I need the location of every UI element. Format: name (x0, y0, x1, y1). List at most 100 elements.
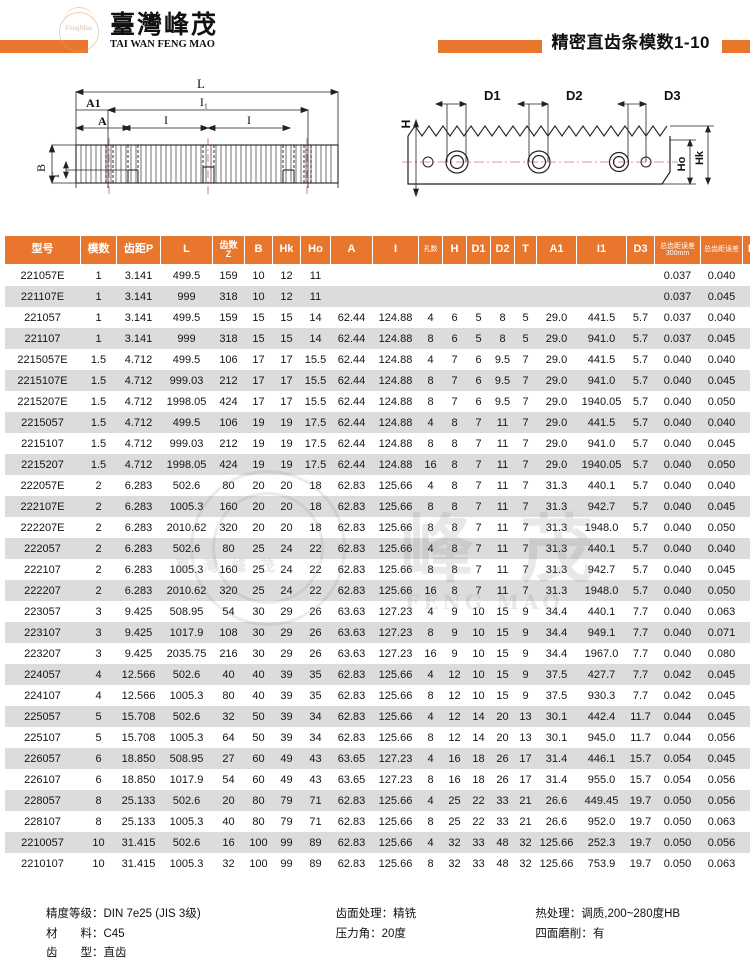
cell-M: 0.8 (743, 265, 750, 287)
cell-pitch_p: 12.566 (121, 668, 156, 681)
table-row: 222057 2 6.283 502.6 80 25 24 22 62.83 125.66 4 8 7 1… (4, 538, 750, 559)
cell-D1 (467, 265, 491, 287)
cell-D2: 11 (496, 521, 509, 534)
cell-I1: 449.45 (584, 794, 619, 807)
footer-label: 热处理： (535, 908, 582, 921)
cell-err_total: 0.050 (707, 395, 736, 408)
cell-B: 25 (252, 563, 265, 576)
cell-B: 80 (252, 794, 265, 807)
cell-L: 499.5 (172, 311, 201, 324)
cell-L: 999 (177, 332, 196, 345)
cell-L: 1998.05 (166, 458, 207, 471)
cell-A: 62.83 (337, 731, 366, 744)
dim-label-Hk: Hk (694, 150, 706, 165)
footer-column-3: 热处理： 调质,200~280度HB 四面磨削： 有 (535, 907, 750, 962)
cell-model: 2215057E (17, 353, 68, 366)
cell-holes: 4 (427, 668, 434, 681)
cell-B: 80 (252, 815, 265, 828)
cell-I1: 942.7 (587, 563, 616, 576)
cell-A: 62.44 (337, 395, 366, 408)
cell-A1: 31.3 (545, 521, 568, 534)
cell-B: 60 (252, 773, 265, 786)
cell-holes: 8 (427, 500, 434, 513)
cell-module: 10 (92, 836, 105, 849)
cell-H: 8 (451, 500, 458, 513)
cell-T: 7 (522, 437, 529, 450)
cell-D1: 22 (472, 794, 485, 807)
accent-bar-right-segment (722, 40, 750, 53)
cell-M: 68.7 (743, 853, 750, 874)
page-title: 精密直齿条模数1-10 (547, 28, 714, 53)
cell-module: 3 (95, 626, 102, 639)
cell-L: 1005.3 (169, 563, 204, 576)
cell-L: 499.5 (172, 416, 201, 429)
cell-teeth_z: 108 (219, 626, 238, 639)
cell-T: 7 (522, 521, 529, 534)
cell-A1: 31.3 (545, 563, 568, 576)
cell-teeth_z: 160 (219, 563, 238, 576)
cell-A1: 29.0 (545, 311, 568, 324)
cell-H: 6 (451, 311, 458, 324)
cell-module: 1 (95, 269, 102, 282)
cell-T: 7 (522, 458, 529, 471)
cell-err_total: 0.063 (707, 605, 736, 618)
cell-holes: 4 (427, 479, 434, 492)
cell-A: 62.83 (337, 815, 366, 828)
table-row: 221107E 1 3.141 999 318 10 12 11 0.037 0.045 1.6 (4, 286, 750, 307)
footer-label: 精度等级： (46, 908, 104, 921)
cell-T (515, 265, 537, 287)
cell-B: 17 (252, 374, 265, 387)
cell-D3: 5.7 (632, 374, 649, 387)
cell-module: 2 (95, 584, 102, 597)
cell-holes: 4 (427, 836, 434, 849)
cell-M: 1.6 (743, 328, 750, 349)
cell-I1: 441.5 (587, 353, 616, 366)
cell-pitch_p: 3.141 (124, 269, 153, 282)
cell-D2: 11 (496, 479, 509, 492)
cell-H: 8 (451, 437, 458, 450)
specification-table-wrapper: 型号 模数 齿距P L 齿数 Z B Hk Ho A I 孔数 H D1 D2 T… (0, 235, 750, 874)
cell-Hk: 15 (280, 311, 293, 324)
cell-teeth_z: 160 (219, 500, 238, 513)
cell-pitch_p: 25.133 (121, 815, 156, 828)
cell-T: 9 (522, 647, 529, 660)
table-row: 226107 6 18.850 1017.9 54 60 49 43 63.65 127.23 8 1… (4, 769, 750, 790)
cell-holes: 8 (427, 689, 434, 702)
cell-D1: 10 (472, 668, 485, 681)
cell-I1: 949.1 (587, 626, 616, 639)
cell-H (443, 286, 467, 307)
cell-D1 (467, 286, 491, 307)
cell-module: 5 (95, 710, 102, 723)
footer-value: 调质,200~280度HB (581, 908, 681, 921)
cell-holes: 8 (427, 815, 434, 828)
dim-label-A1: A1 (86, 96, 101, 110)
cell-Ho: 14 (309, 311, 322, 324)
cell-Ho: 26 (309, 626, 322, 639)
cell-model: 228107 (24, 815, 61, 828)
technical-drawings: L A1 I₁ A I I B T (0, 70, 750, 235)
cell-A1: 37.5 (545, 668, 568, 681)
col-header-t: T (514, 235, 537, 265)
cell-holes: 4 (427, 605, 434, 618)
cell-D3: 5.7 (632, 584, 649, 597)
cell-A: 62.44 (337, 458, 366, 471)
cell-model: 221057E (20, 269, 65, 282)
cell-D1: 5 (475, 311, 482, 324)
table-row: 223107 3 9.425 1017.9 108 30 29 26 63.63 127.23 8 9… (4, 622, 750, 643)
cell-D2: 48 (496, 836, 509, 849)
cell-H: 6 (451, 332, 458, 345)
cell-holes: 4 (427, 794, 434, 807)
cell-I1: 440.1 (587, 479, 616, 492)
col-header-pitch: 齿距P (116, 235, 161, 265)
cell-module: 1 (95, 332, 102, 345)
cell-err300: 0.037 (663, 311, 692, 324)
cell-I: 124.88 (378, 332, 413, 345)
cell-B: 30 (252, 647, 265, 660)
cell-T: 9 (522, 605, 529, 618)
cell-I: 125.66 (378, 815, 413, 828)
cell-model: 222107 (24, 563, 61, 576)
cell-M: 12 (743, 643, 750, 664)
cell-holes: 8 (427, 731, 434, 744)
cell-A1 (537, 286, 577, 307)
cell-D2: 48 (496, 857, 509, 870)
